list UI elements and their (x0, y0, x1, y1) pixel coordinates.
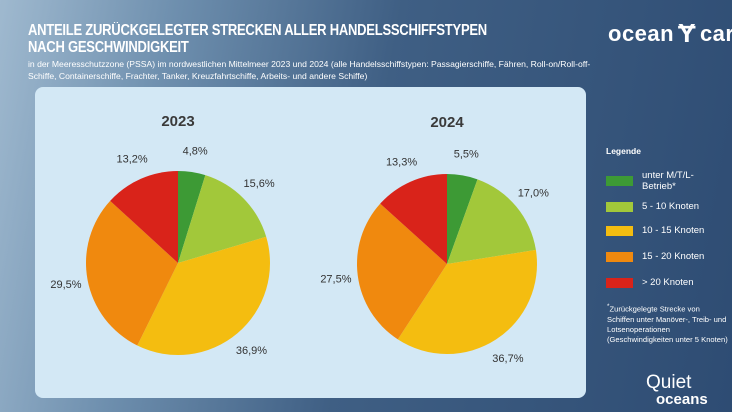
legend-item: 10 - 15 Knoten (606, 225, 722, 236)
data-label: 13,2% (116, 154, 147, 166)
logo-text-right: care (699, 20, 732, 46)
pie-slice (357, 203, 447, 340)
pie-title: 2024 (430, 114, 464, 131)
data-label: 15,6% (244, 178, 275, 190)
legend-item: unter M/T/L-Betrieb* (606, 170, 722, 192)
legend-footnote: *Zurückgelegte Strecke von Schiffen unte… (607, 302, 729, 345)
pie-title: 2023 (161, 113, 194, 130)
data-label: 27,5% (320, 273, 351, 285)
quiet-logo-bottom: oceans (656, 391, 708, 408)
pie-slice (397, 249, 537, 354)
data-label: 29,5% (50, 279, 81, 291)
subtitle: in der Meeresschutzzone (PSSA) im nordwe… (28, 59, 591, 81)
legend-swatch (606, 225, 633, 236)
title-line-1: ANTEILE ZURÜCKGELEGTER STRECKEN ALLER HA… (28, 22, 487, 39)
legend-item: 15 - 20 Knoten (606, 251, 722, 262)
logo-text-left: ocean (608, 20, 675, 46)
data-label: 17,0% (518, 188, 549, 200)
data-label: 36,7% (492, 353, 523, 365)
legend-label: 10 - 15 Knoten (642, 225, 705, 236)
page-title: ANTEILE ZURÜCKGELEGTER STRECKEN ALLER HA… (28, 22, 487, 56)
legend-swatch (606, 277, 633, 288)
legend-label: 5 - 10 Knoten (642, 201, 700, 212)
legend-label: > 20 Knoten (642, 277, 694, 288)
legend-swatch (606, 201, 633, 212)
footnote-mark: * (607, 303, 610, 310)
pie-slice (178, 175, 267, 263)
data-label: 4,8% (183, 145, 208, 157)
pie-slice (137, 236, 270, 356)
legend-title: Legende (606, 146, 641, 156)
pie-slice (380, 174, 447, 264)
pie-slice (85, 200, 178, 346)
pie-slice (178, 171, 206, 263)
title-line-2: NACH GESCHWINDIGKEIT (28, 39, 189, 56)
legend-label: unter M/T/L-Betrieb* (642, 170, 694, 192)
oceancare-logo: oceanɎcare (608, 18, 732, 49)
data-label: 36,9% (236, 345, 267, 357)
quiet-oceans-logo: Quiet oceans (640, 372, 708, 408)
legend-item: > 20 Knoten (606, 277, 722, 288)
legend-label: 15 - 20 Knoten (642, 251, 705, 262)
pie-slice (447, 179, 536, 264)
pie-slice (110, 171, 178, 263)
data-label: 5,5% (454, 149, 479, 161)
pie-slice (447, 174, 478, 264)
footnote-text: Zurückgelegte Strecke von Schiffen unter… (607, 304, 728, 344)
data-label: 13,3% (386, 157, 417, 169)
legend-swatch (606, 176, 633, 186)
legend-swatch (606, 251, 633, 262)
quiet-logo-top: Quiet (646, 372, 692, 393)
legend-item: 5 - 10 Knoten (606, 201, 722, 212)
whale-tail-icon: Ɏ (678, 18, 696, 48)
